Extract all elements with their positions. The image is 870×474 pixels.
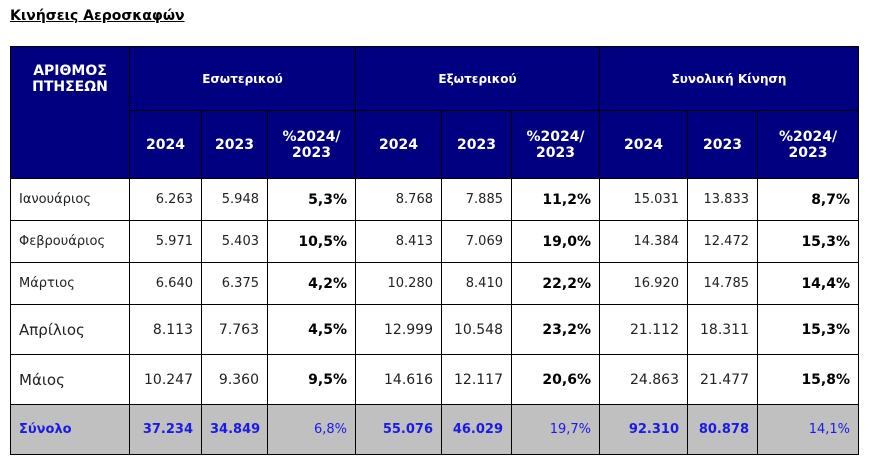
cell-pct: 14,4% [756,262,860,305]
total-value: 46.029 [441,404,512,455]
subheader-pct-change: %2024/ 2023 [511,110,600,179]
cell-value: 10.280 [355,262,442,305]
total-label: Σύνολο [10,404,130,455]
month-label: Απρίλιος [10,304,130,355]
subheader-year-2024: 2024 [355,110,442,179]
cell-value: 15.031 [599,178,688,221]
subheader-year-2023: 2023 [687,110,758,179]
group-header-international: Εξωτερικού [355,46,600,111]
total-row: Σύνολο 37.234 34.849 6,8% 55.076 46.029 … [10,404,860,455]
cell-pct: 10,5% [267,220,356,263]
page-title: Κινήσεις Αεροσκαφών [10,8,185,24]
cell-pct: 20,6% [511,354,600,405]
group-header-total: Συνολική Κίνηση [598,46,860,111]
cell-value: 5.971 [129,220,202,263]
cell-value: 5.403 [201,220,268,263]
cell-value: 21.112 [599,304,688,355]
cell-pct: 23,2% [511,304,600,355]
subheader-pct-change: %2024/ 2023 [756,110,860,179]
cell-value: 21.477 [687,354,758,405]
month-label: Μάρτιος [10,262,130,305]
table-row: Μάιος 10.247 9.360 9,5% 14.616 12.117 20… [10,354,860,405]
cell-value: 8.413 [355,220,442,263]
month-label: Ιανουάριος [10,178,130,221]
subheader-year-2023: 2023 [441,110,512,179]
subheader-year-2023: 2023 [201,110,268,179]
cell-pct: 11,2% [511,178,600,221]
total-value: 55.076 [355,404,442,455]
cell-pct: 22,2% [511,262,600,305]
cell-value: 16.920 [599,262,688,305]
total-pct: 19,7% [511,404,600,455]
total-pct: 6,8% [267,404,356,455]
cell-value: 12.999 [355,304,442,355]
total-value: 34.849 [201,404,268,455]
cell-value: 18.311 [687,304,758,355]
cell-value: 12.472 [687,220,758,263]
cell-value: 24.863 [599,354,688,405]
cell-value: 14.785 [687,262,758,305]
subheader-year-2024: 2024 [129,110,202,179]
aircraft-movements-table: ΑΡΙΘΜΟΣ ΠΤΗΣΕΩΝ Εσωτερικού Εξωτερικού Συ… [10,46,860,455]
table-row: Μάρτιος 6.640 6.375 4,2% 10.280 8.410 22… [10,262,860,305]
cell-value: 14.616 [355,354,442,405]
cell-value: 5.948 [201,178,268,221]
cell-value: 7.069 [441,220,512,263]
subheader-pct-change: %2024/ 2023 [267,110,356,179]
cell-value: 10.548 [441,304,512,355]
cell-pct: 5,3% [267,178,356,221]
total-value: 37.234 [129,404,202,455]
cell-value: 14.384 [599,220,688,263]
cell-value: 6.263 [129,178,202,221]
table-row: Φεβρουάριος 5.971 5.403 10,5% 8.413 7.06… [10,220,860,263]
table-row: Ιανουάριος 6.263 5.948 5,3% 8.768 7.885 … [10,178,860,221]
cell-pct: 19,0% [511,220,600,263]
cell-value: 10.247 [129,354,202,405]
subheader-year-2024: 2024 [599,110,688,179]
cell-pct: 15,3% [756,304,860,355]
cell-pct: 9,5% [267,354,356,405]
cell-pct: 8,7% [756,178,860,221]
cell-value: 8.410 [441,262,512,305]
cell-pct: 4,5% [267,304,356,355]
row-label-header: ΑΡΙΘΜΟΣ ΠΤΗΣΕΩΝ [10,46,130,179]
total-value: 80.878 [687,404,758,455]
cell-value: 8.113 [129,304,202,355]
cell-value: 6.375 [201,262,268,305]
cell-value: 7.763 [201,304,268,355]
cell-value: 6.640 [129,262,202,305]
cell-pct: 15,3% [756,220,860,263]
cell-value: 12.117 [441,354,512,405]
cell-value: 8.768 [355,178,442,221]
table-row: Απρίλιος 8.113 7.763 4,5% 12.999 10.548 … [10,304,860,355]
cell-value: 13.833 [687,178,758,221]
month-label: Φεβρουάριος [10,220,130,263]
group-header-domestic: Εσωτερικού [129,46,356,111]
cell-pct: 15,8% [756,354,860,405]
cell-pct: 4,2% [267,262,356,305]
month-label: Μάιος [10,354,130,405]
total-value: 92.310 [599,404,688,455]
total-pct: 14,1% [756,404,860,455]
cell-value: 9.360 [201,354,268,405]
cell-value: 7.885 [441,178,512,221]
